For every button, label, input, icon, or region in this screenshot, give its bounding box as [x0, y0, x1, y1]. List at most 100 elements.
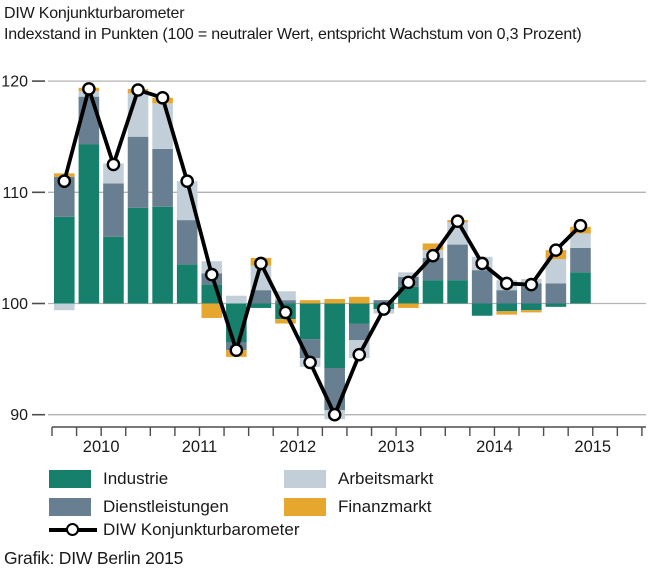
- bar-segment-finanzmarkt-2014Q4: [521, 310, 542, 313]
- legend-label: Dienstleistungen: [103, 497, 229, 516]
- y-axis-label: 120: [1, 74, 28, 91]
- x-axis-year-label: 2014: [476, 438, 513, 456]
- bar-segment-arbeitsmarkt-2015Q2: [570, 233, 591, 248]
- bar-segment-arbeitsmarkt-2012Q2: [275, 291, 296, 301]
- bar-segment-arbeitsmarkt-2010Q1: [54, 303, 75, 311]
- barometer-marker-2012Q1: [254, 256, 268, 271]
- bar-segment-finanzmarkt-2011Q3: [201, 303, 223, 318]
- page-title: DIW Konjunkturbarometer: [4, 5, 185, 22]
- industrie-swatch-icon: [49, 470, 91, 488]
- credit-line: Grafik: DIW Berlin 2015: [4, 548, 184, 568]
- x-axis-year-label: 2011: [182, 438, 217, 456]
- bars: [54, 87, 591, 420]
- barometer-marker-2011Q1: [155, 90, 170, 105]
- bar-segment-dienstleistungen-2010Q3: [103, 183, 124, 237]
- legend-label: Finanzmarkt: [338, 497, 432, 516]
- barometer-marker-2012Q3: [303, 355, 317, 370]
- barometer-marker-2013Q4: [426, 248, 440, 263]
- y-axis-label: 110: [2, 185, 28, 202]
- barometer-marker-2012Q4: [327, 407, 342, 422]
- x-axis: 2010 2011 2012 2013 2014 2015: [51, 426, 646, 456]
- bar-segment-industrie-2014Q4: [521, 303, 542, 311]
- bar-segment-industrie-2010Q4: [127, 207, 149, 304]
- barometer-marker-2011Q3: [204, 267, 219, 282]
- bar-segment-arbeitsmarkt-2015Q1: [545, 259, 567, 284]
- bar-segment-industrie-2014Q1: [447, 280, 468, 304]
- barometer-marker-2010Q3: [106, 157, 121, 172]
- barometer-marker-2012Q2: [278, 305, 293, 320]
- bar-segment-finanzmarkt-2013Q3: [398, 303, 419, 308]
- bar-segment-dienstleistungen-2013Q2: [373, 300, 395, 304]
- barometer-marker-2014Q1: [450, 214, 465, 229]
- bar-segment-arbeitsmarkt-2011Q2: [176, 181, 198, 221]
- barometer-marker-2014Q4: [524, 277, 539, 292]
- bar-segment-dienstleistungen-2015Q1: [545, 283, 567, 304]
- bar-segment-dienstleistungen-2010Q1: [54, 176, 75, 217]
- y-axis-label: 100: [1, 296, 28, 313]
- line-marker-icon: [49, 523, 97, 536]
- finanzmarkt-swatch-icon: [284, 498, 326, 516]
- bar-segment-industrie-2010Q2: [78, 144, 100, 304]
- barometer-marker-2010Q1: [57, 174, 72, 188]
- bar-segment-dienstleistungen-2015Q2: [570, 247, 591, 273]
- bar-segment-dienstleistungen-2013Q1: [348, 323, 370, 341]
- bar-segment-finanzmarkt-2014Q3: [496, 311, 518, 315]
- bar-segment-industrie-2012Q1: [250, 303, 272, 308]
- bar-segment-finanzmarkt-2013Q4: [422, 243, 444, 251]
- barometer-line: [62, 86, 583, 417]
- bar-segment-dienstleistungen-2014Q1: [447, 244, 468, 281]
- arbeitsmarkt-swatch-icon: [284, 470, 326, 488]
- barometer-marker-2015Q1: [549, 243, 563, 257]
- barometer-marker-2014Q3: [499, 276, 514, 291]
- bar-segment-dienstleistungen-2014Q2: [471, 270, 493, 304]
- barometer-marker-2014Q2: [475, 256, 489, 271]
- x-axis-year-label: 2012: [279, 438, 316, 456]
- bar-segment-finanzmarkt-2012Q3: [299, 300, 321, 304]
- bar-segment-dienstleistungen-2010Q4: [127, 136, 149, 208]
- bar-segment-dienstleistungen-2012Q1: [250, 290, 272, 304]
- legend-label: Industrie: [103, 469, 169, 488]
- dienstleistungen-swatch-icon: [49, 498, 91, 516]
- barometer-marker-2010Q4: [131, 83, 145, 97]
- figure-header: DIW Konjunkturbarometer Indexstand in Pu…: [4, 3, 668, 45]
- bar-segment-finanzmarkt-2013Q1: [348, 296, 370, 304]
- bar-segment-industrie-2010Q3: [103, 236, 124, 304]
- bar-segment-dienstleistungen-2011Q1: [152, 148, 173, 207]
- legend-label: DIW Konjunkturbarometer: [103, 520, 300, 539]
- barometer-marker-2011Q4: [229, 343, 244, 358]
- bar-segment-industrie-2012Q3: [299, 303, 321, 340]
- bar-segment-industrie-2013Q4: [422, 280, 444, 304]
- barometer-markers: [57, 82, 588, 422]
- x-axis-year-label: 2015: [574, 438, 611, 456]
- bar-segment-industrie-2013Q3: [398, 286, 419, 304]
- x-axis-year-label: 2013: [378, 438, 415, 456]
- bar-segment-finanzmarkt-2012Q2: [275, 319, 296, 324]
- barometer-marker-2010Q2: [82, 82, 96, 96]
- bar-segment-industrie-2014Q3: [496, 303, 518, 312]
- bar-segment-finanzmarkt-2012Q4: [324, 299, 345, 304]
- bar-segment-industrie-2011Q1: [152, 206, 173, 304]
- y-axis-label: 90: [10, 407, 28, 424]
- bar-segment-arbeitsmarkt-2013Q3: [398, 272, 419, 277]
- bar-segment-arbeitsmarkt-2011Q4: [226, 295, 247, 304]
- bar-segment-industrie-2015Q2: [570, 272, 591, 304]
- barometer-chart: 120 110 100 90 2010 2011 2012 2013 2014 2015: [1, 74, 646, 456]
- bar-segment-dienstleistungen-2012Q2: [275, 300, 296, 304]
- bar-segment-industrie-2015Q1: [545, 303, 567, 307]
- barometer-marker-2011Q2: [180, 174, 194, 188]
- barometer-marker-2015Q2: [573, 218, 588, 233]
- barometer-marker-2013Q2: [377, 302, 391, 316]
- x-axis-year-label: 2010: [83, 438, 120, 456]
- bar-segment-dienstleistungen-2012Q4: [324, 367, 345, 411]
- bar-segment-industrie-2010Q1: [54, 216, 75, 304]
- bar-segment-dienstleistungen-2014Q3: [496, 290, 518, 304]
- barometer-marker-2013Q3: [401, 275, 416, 290]
- gridlines: 120 110 100 90: [1, 74, 646, 424]
- bar-segment-industrie-2012Q4: [324, 303, 345, 368]
- bar-segment-dienstleistungen-2011Q2: [176, 220, 198, 265]
- page-subtitle: Indexstand in Punkten (100 = neutraler W…: [4, 26, 582, 43]
- bar-segment-industrie-2011Q2: [176, 264, 198, 304]
- legend-label: Arbeitsmarkt: [338, 469, 434, 488]
- barometer-marker-2013Q1: [352, 347, 367, 362]
